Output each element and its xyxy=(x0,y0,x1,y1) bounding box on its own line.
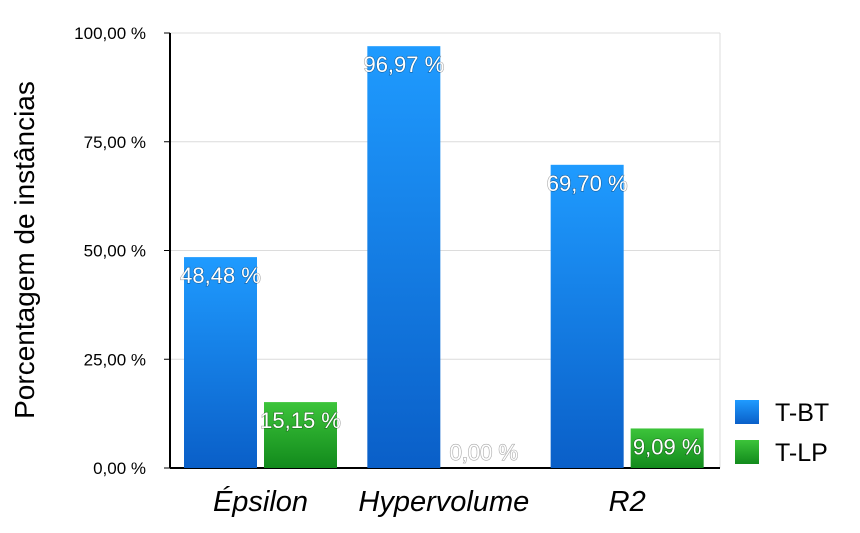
data-label: 0,00 % xyxy=(450,440,519,465)
bars xyxy=(184,46,704,468)
y-axis-title: Porcentagem de instâncias xyxy=(9,81,40,419)
legend: T-BT T-LP xyxy=(735,399,829,467)
axes: 0,00 % 25,00 % 50,00 % 75,00 % 100,00 % Épsil… xyxy=(74,24,720,518)
y-tick-label: 75,00 % xyxy=(84,133,146,152)
x-category-label: Épsilon xyxy=(213,485,308,518)
x-category-label: Hypervolume xyxy=(358,486,529,518)
data-labels: 48,48 % 15,15 % 96,97 % 0,00 % 69,70 % 9,09 % xyxy=(180,52,702,466)
bar-t-bt-3 xyxy=(550,164,624,468)
legend-label: T-LP xyxy=(775,439,828,467)
grid-lines xyxy=(170,32,721,468)
data-label: 69,70 % xyxy=(547,171,628,196)
legend-swatch-t-bt xyxy=(735,400,759,424)
y-tick-label: 25,00 % xyxy=(84,350,146,369)
y-tick-label: 0,00 % xyxy=(93,459,146,478)
data-label: 15,15 % xyxy=(260,408,341,433)
y-tick-label: 50,00 % xyxy=(84,242,146,261)
bar-t-bt-2 xyxy=(367,46,441,468)
data-label: 9,09 % xyxy=(633,434,702,459)
data-label: 96,97 % xyxy=(363,52,444,77)
bar-t-lp-3 xyxy=(630,428,704,468)
bar-t-bt-1 xyxy=(184,257,257,468)
bar-t-lp-1 xyxy=(264,402,337,468)
y-tick-label: 100,00 % xyxy=(74,24,146,43)
x-category-label: R2 xyxy=(609,486,646,518)
legend-label: T-BT xyxy=(775,399,829,427)
data-label: 48,48 % xyxy=(180,263,261,288)
legend-swatch-t-lp xyxy=(735,440,759,464)
